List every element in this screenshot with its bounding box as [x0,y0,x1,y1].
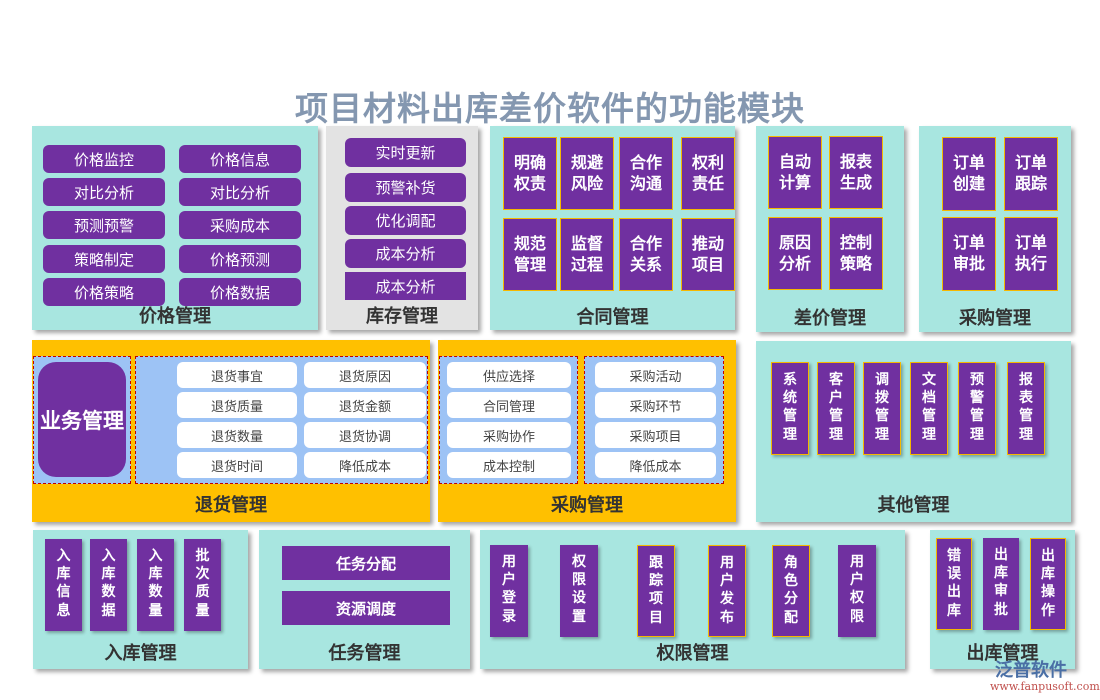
function-item: 文档管理 [910,362,948,455]
function-item: 角色分配 [772,545,810,637]
module-label: 采购管理 [959,308,1031,329]
module-label: 退货管理 [195,495,267,516]
function-item: 预测预警 [43,211,165,239]
function-item: 任务分配 [282,546,450,580]
function-item: 用户登录 [490,545,528,637]
function-item: 采购活动 [595,362,716,388]
module-label: 权限管理 [656,643,729,664]
business-management-block: 业务管理 [38,362,126,477]
function-item: 出库审批 [983,538,1019,630]
module-label: 差价管理 [794,308,866,329]
function-item: 订单创建 [942,137,996,211]
function-item: 采购成本 [179,211,301,239]
function-item: 成本分析 [345,239,466,268]
function-item: 合作沟通 [619,137,673,210]
function-item: 调拨管理 [863,362,901,455]
function-item: 用户权限 [838,545,876,637]
function-item: 策略制定 [43,245,165,273]
module-label: 任务管理 [328,643,401,664]
function-item: 价格数据 [179,278,301,306]
function-item: 报表管理 [1007,362,1045,455]
function-item: 合作关系 [619,218,673,291]
function-item: 系统管理 [771,362,809,455]
function-item: 控制策略 [829,217,883,290]
module-label: 出库管理 [966,643,1039,664]
module-label: 库存管理 [366,306,438,327]
function-item: 错误出库 [936,538,972,630]
function-item: 订单执行 [1004,217,1058,291]
function-item: 监督过程 [560,218,614,291]
function-item: 价格预测 [179,245,301,273]
function-item: 入库数量 [137,539,174,631]
function-item: 降低成本 [304,452,426,478]
module-label: 合同管理 [576,307,649,328]
function-item: 优化调配 [345,206,466,235]
module-label: 入库管理 [104,643,177,664]
function-item: 实时更新 [345,138,466,167]
function-item: 订单审批 [942,217,996,291]
function-item: 权限设置 [560,545,598,637]
function-item: 跟踪项目 [637,545,675,637]
function-item: 退货质量 [177,392,297,418]
function-item: 预警管理 [958,362,996,455]
function-item: 对比分析 [179,178,301,206]
function-item: 批次质量 [184,539,221,631]
function-item: 入库数据 [90,539,127,631]
function-item: 退货金额 [304,392,426,418]
page-title: 项目材料出库差价软件的功能模块 [295,89,805,128]
function-item: 推动项目 [681,218,735,291]
function-item: 成本控制 [447,452,571,478]
function-item: 退货协调 [304,422,426,448]
watermark-url: www.fanpusoft.com [990,680,1100,693]
function-item: 入库信息 [45,539,82,631]
function-item: 报表生成 [829,136,883,209]
function-item: 退货原因 [304,362,426,388]
function-item: 成本分析 [345,272,466,300]
function-item: 降低成本 [595,452,716,478]
function-item: 用户发布 [708,545,746,637]
function-item: 规避风险 [560,137,614,210]
function-item: 退货事宜 [177,362,297,388]
function-item: 退货时间 [177,452,297,478]
function-item: 资源调度 [282,591,450,625]
function-item: 规范管理 [503,218,557,291]
module-label: 其他管理 [877,495,950,516]
function-item: 价格信息 [179,145,301,173]
function-item: 对比分析 [43,178,165,206]
function-item: 出库操作 [1030,538,1066,630]
function-item: 客户管理 [817,362,855,455]
function-item: 退货数量 [177,422,297,448]
function-item: 合同管理 [447,392,571,418]
function-item: 订单跟踪 [1004,137,1058,211]
function-item: 原因分析 [768,217,822,290]
module-label: 价格管理 [139,306,211,327]
watermark-logo: 泛普软件 [995,660,1067,681]
function-item: 采购协作 [447,422,571,448]
function-item: 采购项目 [595,422,716,448]
function-item: 价格监控 [43,145,165,173]
function-item: 权利责任 [681,137,735,210]
function-item: 明确权责 [503,137,557,210]
function-item: 自动计算 [768,136,822,209]
function-item: 预警补货 [345,173,466,202]
module-permission-management [480,530,905,669]
module-label: 采购管理 [551,495,623,516]
function-item: 价格策略 [43,278,165,306]
function-item: 供应选择 [447,362,571,388]
function-item: 采购环节 [595,392,716,418]
